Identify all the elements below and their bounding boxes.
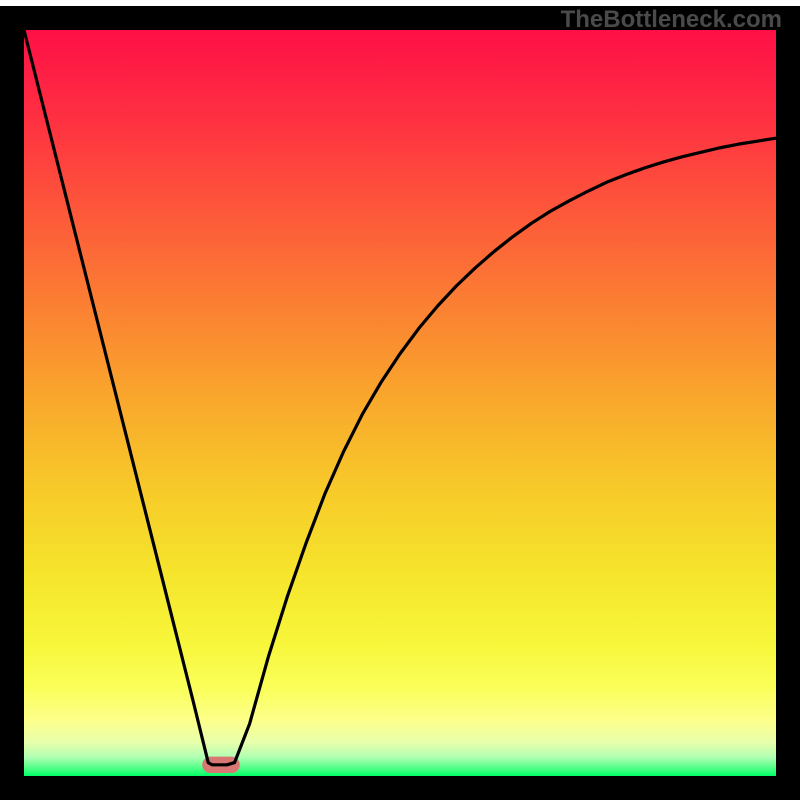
- attribution-text: TheBottleneck.com: [561, 6, 782, 34]
- figure-container: TheBottleneck.com: [0, 0, 800, 800]
- plot-svg: [24, 30, 776, 776]
- plot-area: [24, 30, 776, 776]
- gradient-background: [24, 30, 776, 776]
